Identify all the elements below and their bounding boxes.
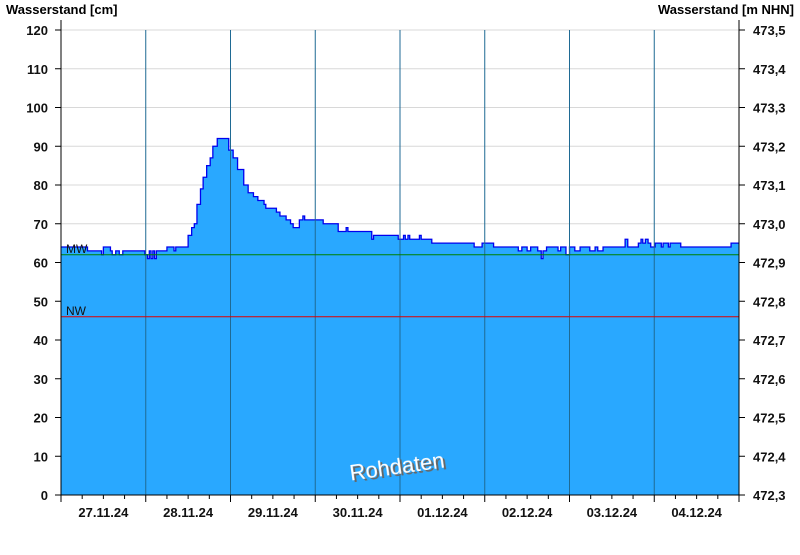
x-tick-label: 03.12.24: [587, 505, 638, 520]
water-level-line: [61, 137, 739, 260]
left-axis-label: Wasserstand [cm]: [6, 2, 118, 17]
right-tick-label: 473,4: [753, 62, 786, 77]
right-tick-label: 473,3: [753, 101, 786, 116]
left-tick-label: 20: [34, 411, 48, 426]
right-tick-label: 473,1: [753, 178, 786, 193]
left-tick-label: 70: [34, 217, 48, 232]
right-tick-label: 472,9: [753, 256, 786, 271]
left-tick-label: 0: [41, 488, 48, 503]
right-tick-label: 472,8: [753, 294, 786, 309]
x-tick-label: 27.11.24: [78, 505, 129, 520]
right-tick-label: 473,0: [753, 217, 786, 232]
left-tick-label: 40: [34, 333, 48, 348]
right-tick-label: 472,5: [753, 411, 786, 426]
right-tick-label: 473,5: [753, 23, 786, 38]
x-tick-label: 04.12.24: [671, 505, 722, 520]
left-tick-label: 60: [34, 256, 48, 271]
left-tick-label: 10: [34, 449, 48, 464]
x-tick-label: 01.12.24: [417, 505, 468, 520]
left-tick-label: 120: [26, 23, 48, 38]
right-tick-label: 472,7: [753, 333, 786, 348]
right-tick-label: 472,3: [753, 488, 786, 503]
left-tick-label: 100: [26, 101, 48, 116]
x-tick-label: 02.12.24: [502, 505, 553, 520]
left-tick-label: 90: [34, 139, 48, 154]
x-tick-label: 28.11.24: [163, 505, 214, 520]
right-tick-label: 472,4: [753, 449, 786, 464]
reference-label-mw: MW: [66, 242, 88, 256]
x-tick-label: 30.11.24: [333, 505, 384, 520]
right-axis-label: Wasserstand [m NHN]: [658, 2, 794, 17]
right-tick-label: 472,6: [753, 372, 786, 387]
x-tick-label: 29.11.24: [248, 505, 299, 520]
reference-label-nw: NW: [66, 304, 87, 318]
left-tick-label: 50: [34, 294, 48, 309]
right-tick-label: 473,2: [753, 139, 786, 154]
left-tick-label: 80: [34, 178, 48, 193]
left-tick-label: 30: [34, 372, 48, 387]
left-tick-label: 110: [27, 62, 48, 77]
